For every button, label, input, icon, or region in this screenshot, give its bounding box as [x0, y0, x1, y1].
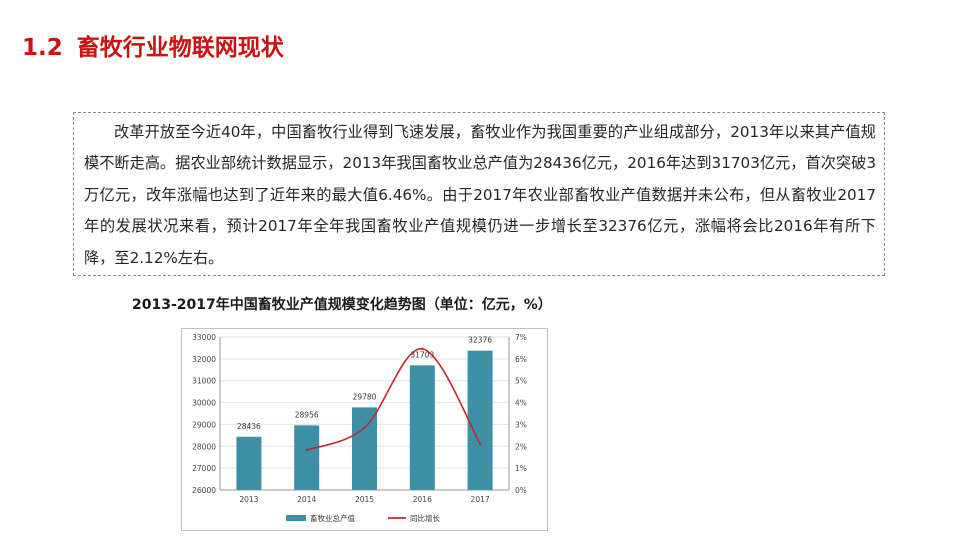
bar — [236, 436, 262, 490]
y-left-tick-label: 28000 — [192, 442, 216, 451]
growth-point — [421, 347, 424, 351]
bar-data-label: 28436 — [237, 422, 261, 431]
growth-line — [306, 348, 481, 451]
y-right-tick-label: 4% — [515, 399, 527, 408]
legend-label-bar: 畜牧业总产值 — [310, 513, 355, 523]
legend-label-line: 同比增长 — [410, 513, 440, 523]
bar — [409, 365, 435, 490]
bar — [467, 350, 493, 490]
y-right-tick-label: 7% — [515, 333, 527, 342]
bar-data-label: 29780 — [353, 392, 377, 401]
y-left-tick-label: 33000 — [192, 333, 216, 342]
growth-point — [478, 442, 482, 445]
bar-data-label: 32376 — [468, 336, 492, 345]
y-left-tick-label: 32000 — [192, 355, 216, 364]
bar-data-label: 28956 — [295, 410, 319, 419]
y-left-tick-label: 26000 — [192, 486, 216, 495]
slide-title: 1.2 畜牧行业物联网现状 — [22, 28, 284, 62]
x-tick-label: 2016 — [413, 495, 432, 504]
section-number: 1.2 — [22, 35, 63, 61]
y-right-tick-label: 0% — [515, 486, 527, 495]
y-left-tick-label: 27000 — [192, 464, 216, 473]
y-right-tick-label: 2% — [515, 442, 527, 451]
x-tick-label: 2013 — [239, 495, 258, 504]
chart-title: 2013-2017年中国畜牧业产值规模变化趋势图（单位：亿元，%） — [132, 297, 552, 313]
y-left-tick-label: 30000 — [192, 399, 216, 408]
x-tick-label: 2014 — [297, 495, 316, 504]
legend-swatch-bar — [286, 515, 306, 521]
bar-data-label: 31703 — [410, 350, 434, 359]
x-tick-label: 2017 — [471, 495, 490, 504]
y-right-tick-label: 6% — [515, 355, 527, 364]
growth-point — [305, 448, 308, 452]
y-left-tick-label: 31000 — [192, 377, 216, 386]
summary-textbox: 改革开放至今近40年，中国畜牧行业得到飞速发展，畜牧业作为我国重要的产业组成部分… — [73, 112, 885, 276]
chart-frame: 26000 27000 28000 29000 30000 31000 32000 33000… — [181, 328, 548, 531]
y-right-tick-label: 1% — [515, 464, 527, 473]
bar — [352, 407, 377, 490]
y-right-tick-label: 5% — [515, 377, 527, 386]
summary-paragraph: 改革开放至今近40年，中国畜牧行业得到飞速发展，畜牧业作为我国重要的产业组成部分… — [84, 123, 876, 267]
x-tick-label: 2015 — [355, 495, 374, 504]
y-left-tick-label: 29000 — [192, 420, 216, 429]
growth-point — [363, 426, 366, 429]
y-right-tick-label: 3% — [515, 420, 527, 429]
section-title: 畜牧行业物联网现状 — [76, 35, 284, 61]
chart-svg: 26000 27000 28000 29000 30000 31000 32000 33000… — [192, 333, 527, 523]
bar — [294, 425, 320, 490]
